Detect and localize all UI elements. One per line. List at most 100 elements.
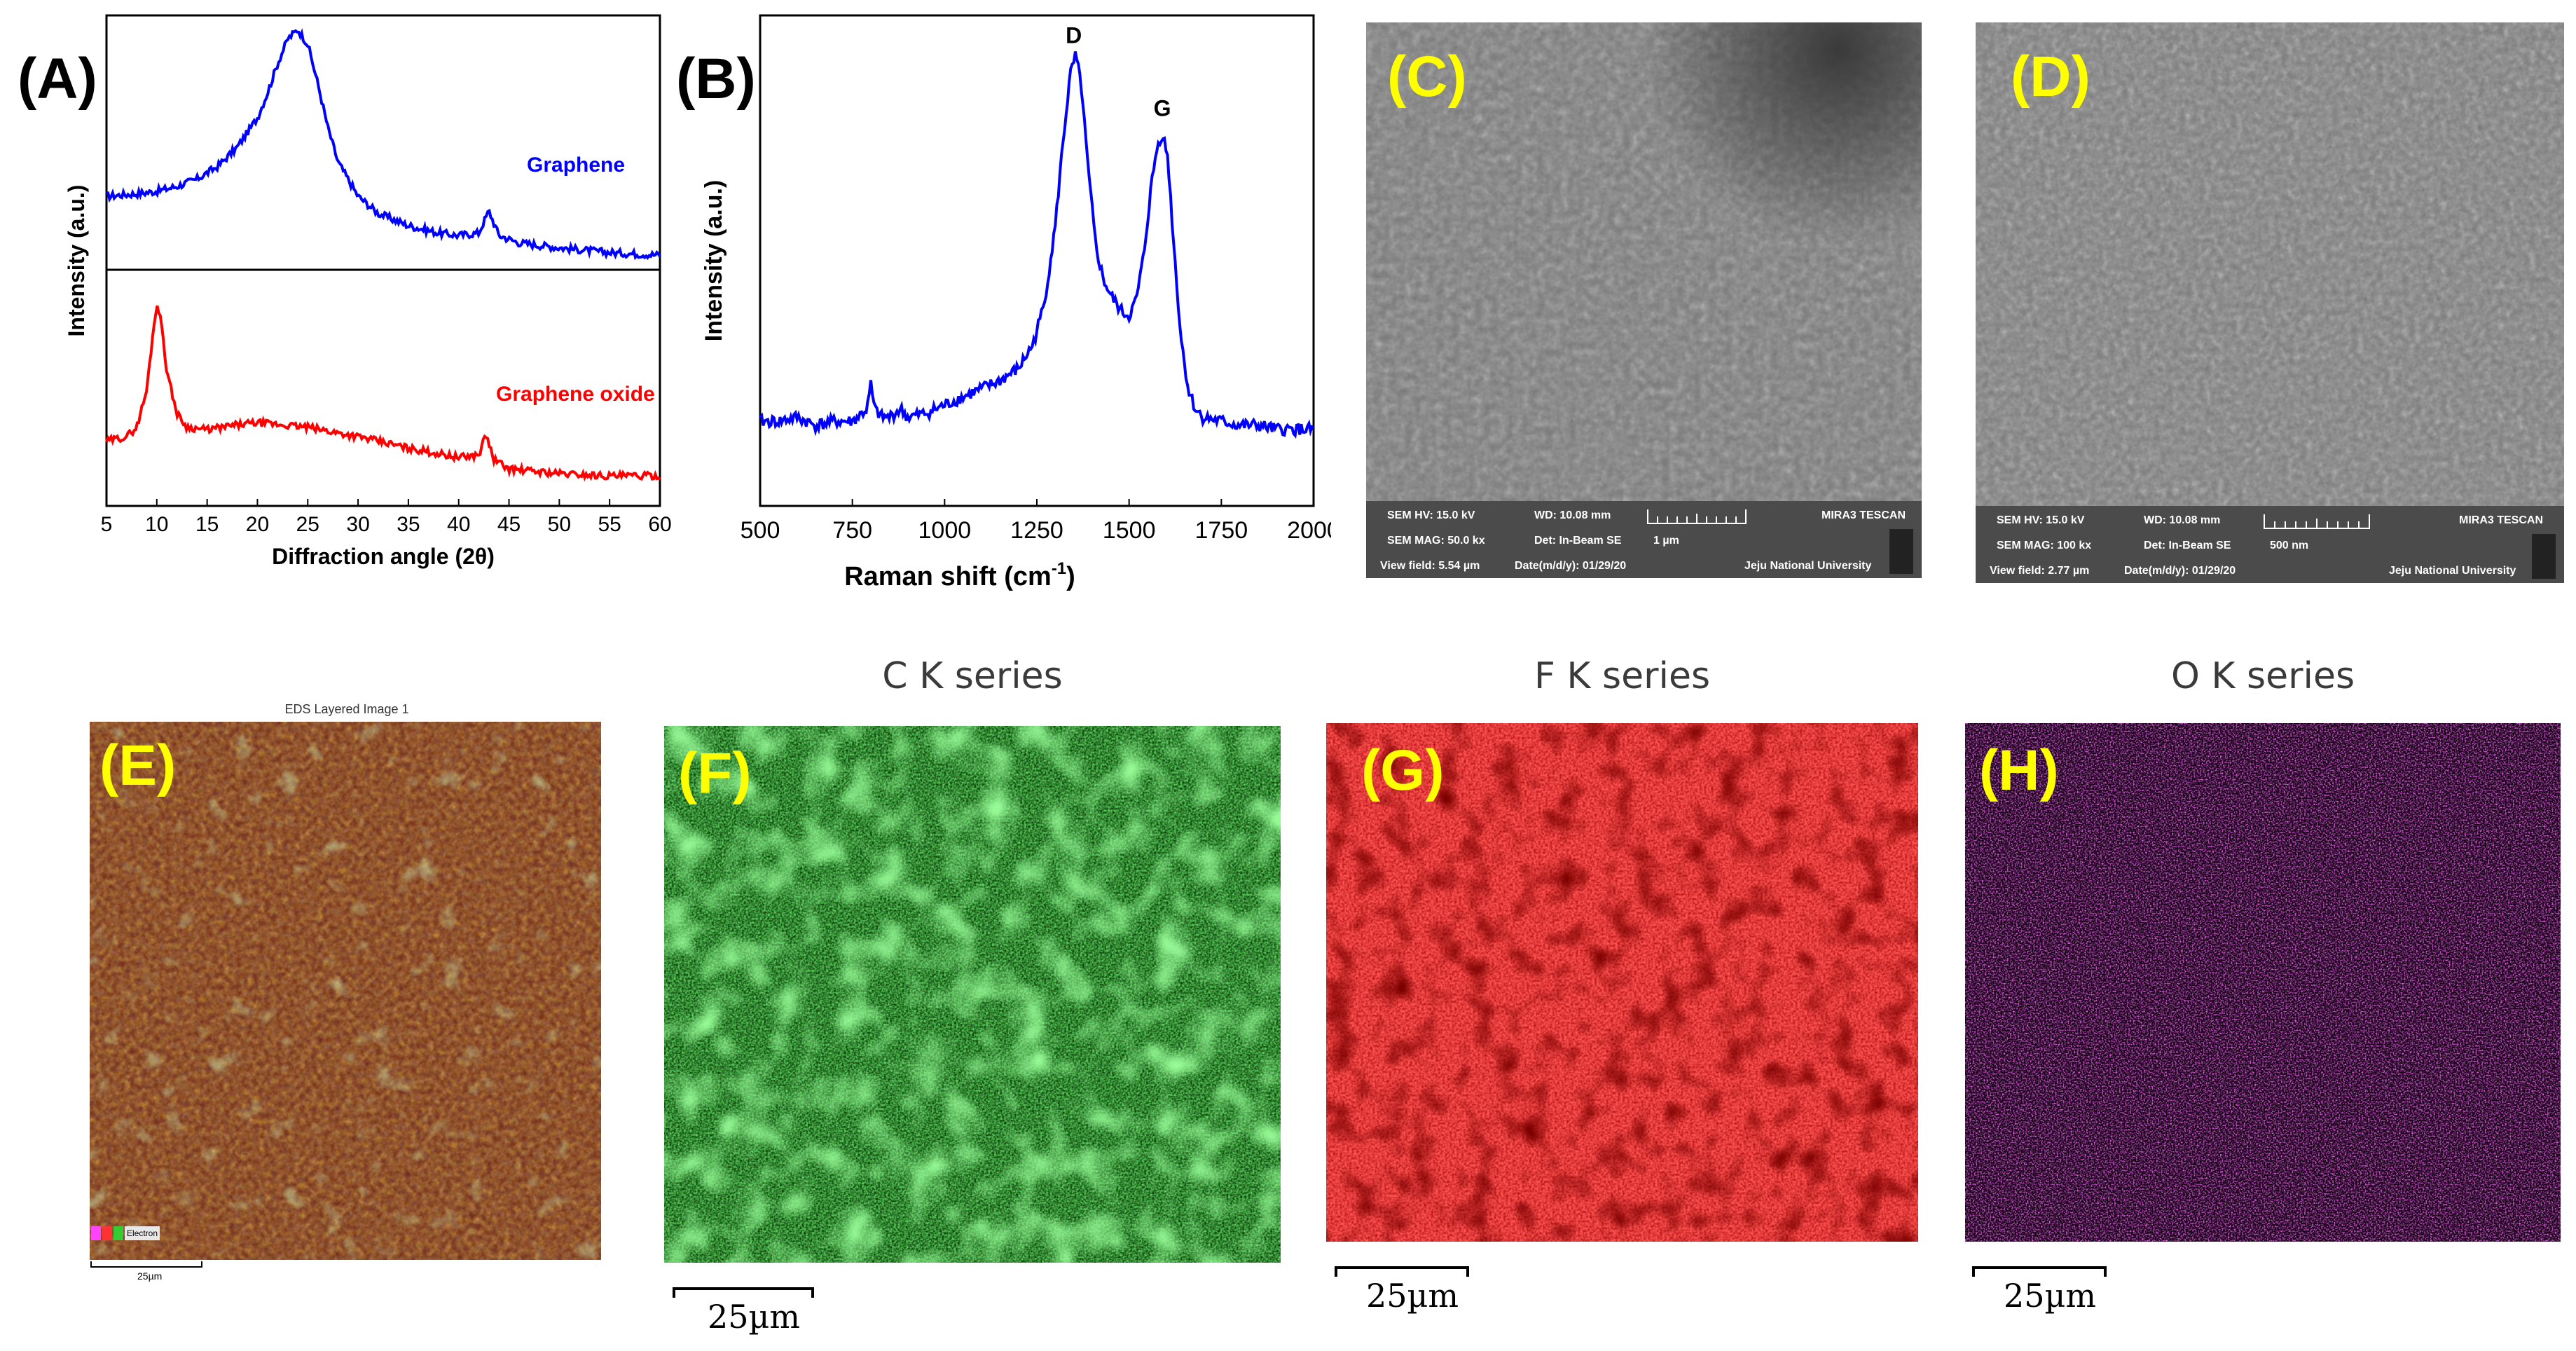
sem-date-c: Date(m/d/y): 01/29/20 <box>1515 560 1627 572</box>
xrd-x-tick-label: 55 <box>598 513 621 536</box>
eds-scale-bar-f <box>673 1287 814 1298</box>
eds-layered-image: (E) Electron <box>90 722 601 1260</box>
xrd-series-graphene <box>106 28 661 261</box>
eds-scale-label-f: 25µm <box>708 1298 801 1336</box>
xrd-x-tick-label: 15 <box>195 513 219 536</box>
sem-scale-bar-d <box>2264 514 2370 529</box>
sem-det-d: Det: In-Beam SE <box>2144 540 2231 551</box>
sem-wd-c: WD: 10.08 mm <box>1534 509 1611 521</box>
raman-x-axis-label: Raman shift (cm-1) <box>844 559 1075 591</box>
xrd-legend-graphene-oxide: Graphene oxide <box>496 383 655 406</box>
sem-hv-d: SEM HV: 15.0 kV <box>1997 514 2085 526</box>
legend-swatch-f <box>102 1226 112 1240</box>
panel-label-b: (B) <box>676 47 756 111</box>
sem-texture-c <box>1366 22 1922 578</box>
legend-electron: Electron <box>125 1226 160 1240</box>
f-k-series-title: F K series <box>1534 655 1711 697</box>
eds-map-carbon-texture <box>664 726 1281 1263</box>
sem-wd-d: WD: 10.08 mm <box>2144 514 2221 526</box>
xrd-x-tick-label: 30 <box>346 513 369 536</box>
raman-x-tick-label: 500 <box>741 517 780 544</box>
o-k-series-title: O K series <box>2170 655 2355 697</box>
raman-peak-d-label: D <box>1066 22 1082 48</box>
raman-x-tick-label: 1750 <box>1195 517 1248 544</box>
eds-scale-bar-e: 25µm <box>90 1261 202 1282</box>
svg-text:(F): (F) <box>678 741 752 805</box>
sem-univ-c: Jeju National University <box>1744 560 1872 572</box>
svg-text:(D): (D) <box>2011 45 2091 109</box>
raman-x-tick-label: 1250 <box>1010 517 1063 544</box>
xrd-x-tick-label: 50 <box>548 513 571 536</box>
panel-label-c: (C) <box>1387 45 1467 109</box>
xrd-x-ticks: 5 10 15 20 25 30 35 40 45 50 55 60 <box>101 499 672 536</box>
eds-map-fluorine: (G) <box>1326 723 1918 1242</box>
sem-scale-d: 500 nm <box>2270 540 2309 551</box>
xrd-x-tick-label: 5 <box>101 513 113 536</box>
legend-swatch-o <box>91 1226 101 1240</box>
eds-map-carbon: (F) <box>664 726 1281 1263</box>
eds-map-fluorine-texture <box>1326 723 1918 1242</box>
xrd-legend-graphene: Graphene <box>527 153 625 177</box>
eds-layered-title: EDS Layered Image 1 <box>284 702 409 716</box>
panel-label-e: (E) <box>99 734 176 797</box>
sem-mag-d: SEM MAG: 100 kx <box>1997 540 2092 551</box>
svg-text:(E): (E) <box>99 734 176 797</box>
sem-logo-c <box>1889 529 1913 574</box>
sem-hv-c: SEM HV: 15.0 kV <box>1387 509 1475 521</box>
raman-x-ticks: 500 750 1000 1250 1500 1750 2000 <box>741 499 1331 544</box>
raman-x-tick-label: 2000 <box>1287 517 1331 544</box>
xrd-x-tick-label: 25 <box>296 513 319 536</box>
eds-map-oxygen: (H) <box>1965 723 2561 1242</box>
eds-scale-label-g: 25µm <box>1366 1277 1459 1315</box>
panel-label-g: (G) <box>1361 739 1444 802</box>
sem-field-d: View field: 2.77 µm <box>1990 565 2090 577</box>
xrd-x-tick-label: 40 <box>447 513 470 536</box>
sem-info-bar-c: SEM HV: 15.0 kV WD: 10.08 mm MIRA3 TESCA… <box>1366 501 1922 578</box>
raman-peak-g-label: G <box>1154 96 1171 121</box>
eds-scale-bar-g <box>1335 1266 1469 1277</box>
panel-label-f: (F) <box>678 741 752 805</box>
sem-brand-c: MIRA3 TESCAN <box>1821 509 1906 521</box>
xrd-chart: (A) 5 10 15 20 25 30 35 40 45 50 55 60 Graphene Gra… <box>18 14 672 569</box>
sem-brand-d: MIRA3 TESCAN <box>2459 514 2544 526</box>
xrd-y-axis-label: Intensity (a.u.) <box>64 185 89 337</box>
raman-series <box>759 51 1314 439</box>
xrd-x-tick-label: 10 <box>145 513 168 536</box>
eds-scale-label-h: 25µm <box>2004 1277 2097 1315</box>
sem-texture-d <box>1976 22 2564 583</box>
eds-layer-legend: Electron <box>91 1226 160 1240</box>
sem-field-c: View field: 5.54 µm <box>1380 560 1480 572</box>
sem-scale-c: 1 µm <box>1653 535 1679 547</box>
sem-univ-d: Jeju National University <box>2389 565 2516 577</box>
xrd-x-axis-label: Diffraction angle (2θ) <box>272 544 495 569</box>
sem-det-c: Det: In-Beam SE <box>1534 535 1622 547</box>
xrd-x-tick-label: 60 <box>648 513 671 536</box>
raman-x-tick-label: 1000 <box>918 517 972 544</box>
sem-mag-c: SEM MAG: 50.0 kx <box>1387 535 1485 547</box>
sem-date-d: Date(m/d/y): 01/29/20 <box>2124 565 2236 577</box>
panel-label-d: (D) <box>2011 45 2091 109</box>
raman-chart: (B) 500 750 1000 1250 1500 1750 2000 D G Inten… <box>676 14 1331 591</box>
xrd-x-tick-label: 35 <box>397 513 420 536</box>
panel-label-h: (H) <box>1979 739 2059 802</box>
raman-plot-frame <box>759 14 1315 507</box>
sem-logo-d <box>2532 534 2556 579</box>
svg-text:(G): (G) <box>1361 739 1444 802</box>
svg-text:(C): (C) <box>1387 45 1467 109</box>
legend-swatch-c <box>113 1226 123 1240</box>
raman-y-axis-label: Intensity (a.u.) <box>701 180 727 341</box>
panel-label-a: (A) <box>18 47 97 111</box>
eds-layered-texture <box>90 722 601 1260</box>
xrd-plot-frame <box>105 14 661 507</box>
xrd-series-graphene-oxide <box>105 305 661 482</box>
sem-scale-bar-c <box>1647 509 1747 524</box>
sem-info-bar-d: SEM HV: 15.0 kV WD: 10.08 mm MIRA3 TESCA… <box>1976 506 2564 583</box>
svg-text:(H): (H) <box>1979 739 2059 802</box>
eds-scale-bar-h <box>1972 1266 2107 1277</box>
sem-image-d: (D) SEM HV: 15.0 kV WD: 10.08 mm MIRA3 T… <box>1976 22 2564 583</box>
raman-x-tick-label: 1500 <box>1103 517 1156 544</box>
xrd-x-tick-label: 45 <box>497 513 521 536</box>
c-k-series-title: C K series <box>882 655 1063 697</box>
raman-x-tick-label: 750 <box>832 517 872 544</box>
xrd-x-tick-label: 20 <box>246 513 269 536</box>
